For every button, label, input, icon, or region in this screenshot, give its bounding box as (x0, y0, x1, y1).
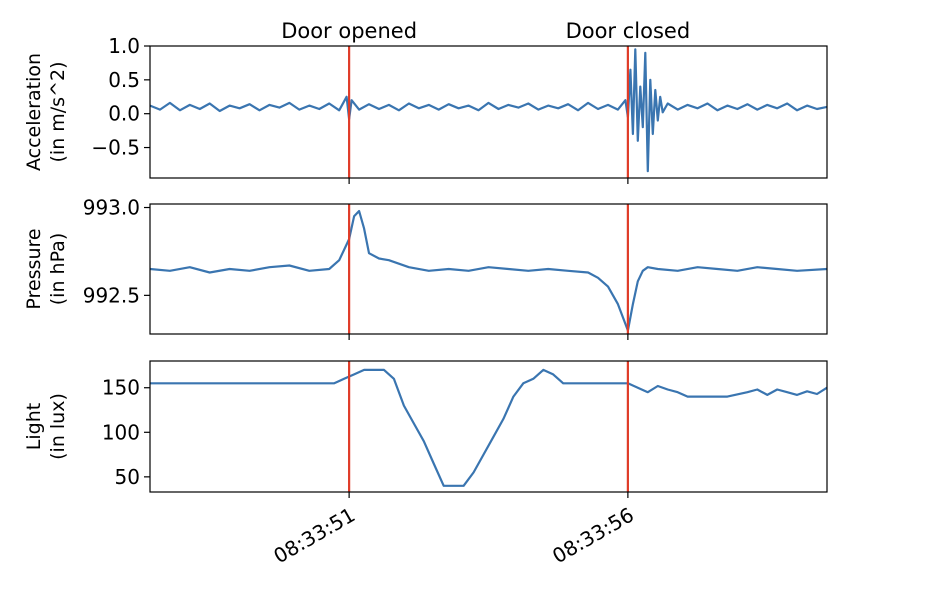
panel-2: 993.0 992.5 Pressure (in hPa) (23, 196, 828, 340)
y-axis-label: Pressure (in hPa) (23, 228, 69, 309)
y-tick-label: 100 (102, 420, 140, 444)
y-tick-label: 150 (102, 376, 140, 400)
event-annotation-1: Door opened (281, 19, 417, 43)
event-annotation-2: Door closed (566, 19, 691, 43)
axes-frame (149, 360, 828, 493)
y-tick-label: 992.5 (83, 283, 140, 307)
series-line-panel-1 (150, 48, 827, 173)
y-tick-label: 50 (115, 465, 140, 489)
axes-frame (149, 45, 828, 179)
y-axis-label-line-2: (in m/s^2) (47, 61, 69, 162)
y-axis-label-line-1: Pressure (23, 228, 45, 309)
y-tick-label: 0.0 (108, 102, 140, 126)
y-axis-label: Acceleration (in m/s^2) (23, 53, 69, 171)
y-tick-label: 1.0 (108, 34, 140, 58)
series-line-panel-2 (150, 209, 827, 332)
y-axis-label-line-2: (in hPa) (47, 233, 69, 305)
y-axis-label-line-1: Light (23, 403, 45, 450)
y-tick-label: −0.5 (91, 136, 140, 160)
y-axis-label-line-1: Acceleration (23, 53, 45, 171)
axes-frame (149, 203, 828, 335)
panel-1: 1.0 0.5 0.0 −0.5 Acceleration (in m/s^2) (23, 34, 828, 184)
x-tick-label: 08:33:51 (269, 503, 359, 569)
y-axis-label-line-2: (in lux) (47, 393, 69, 460)
y-tick-label: 0.5 (108, 68, 140, 92)
panel-3: 150 100 50 Light (in lux) (23, 360, 828, 498)
y-tick-label: 993.0 (83, 196, 140, 220)
series-line-panel-3 (150, 368, 827, 487)
x-tick-label: 08:33:56 (548, 503, 638, 569)
y-axis-label: Light (in lux) (23, 393, 69, 460)
